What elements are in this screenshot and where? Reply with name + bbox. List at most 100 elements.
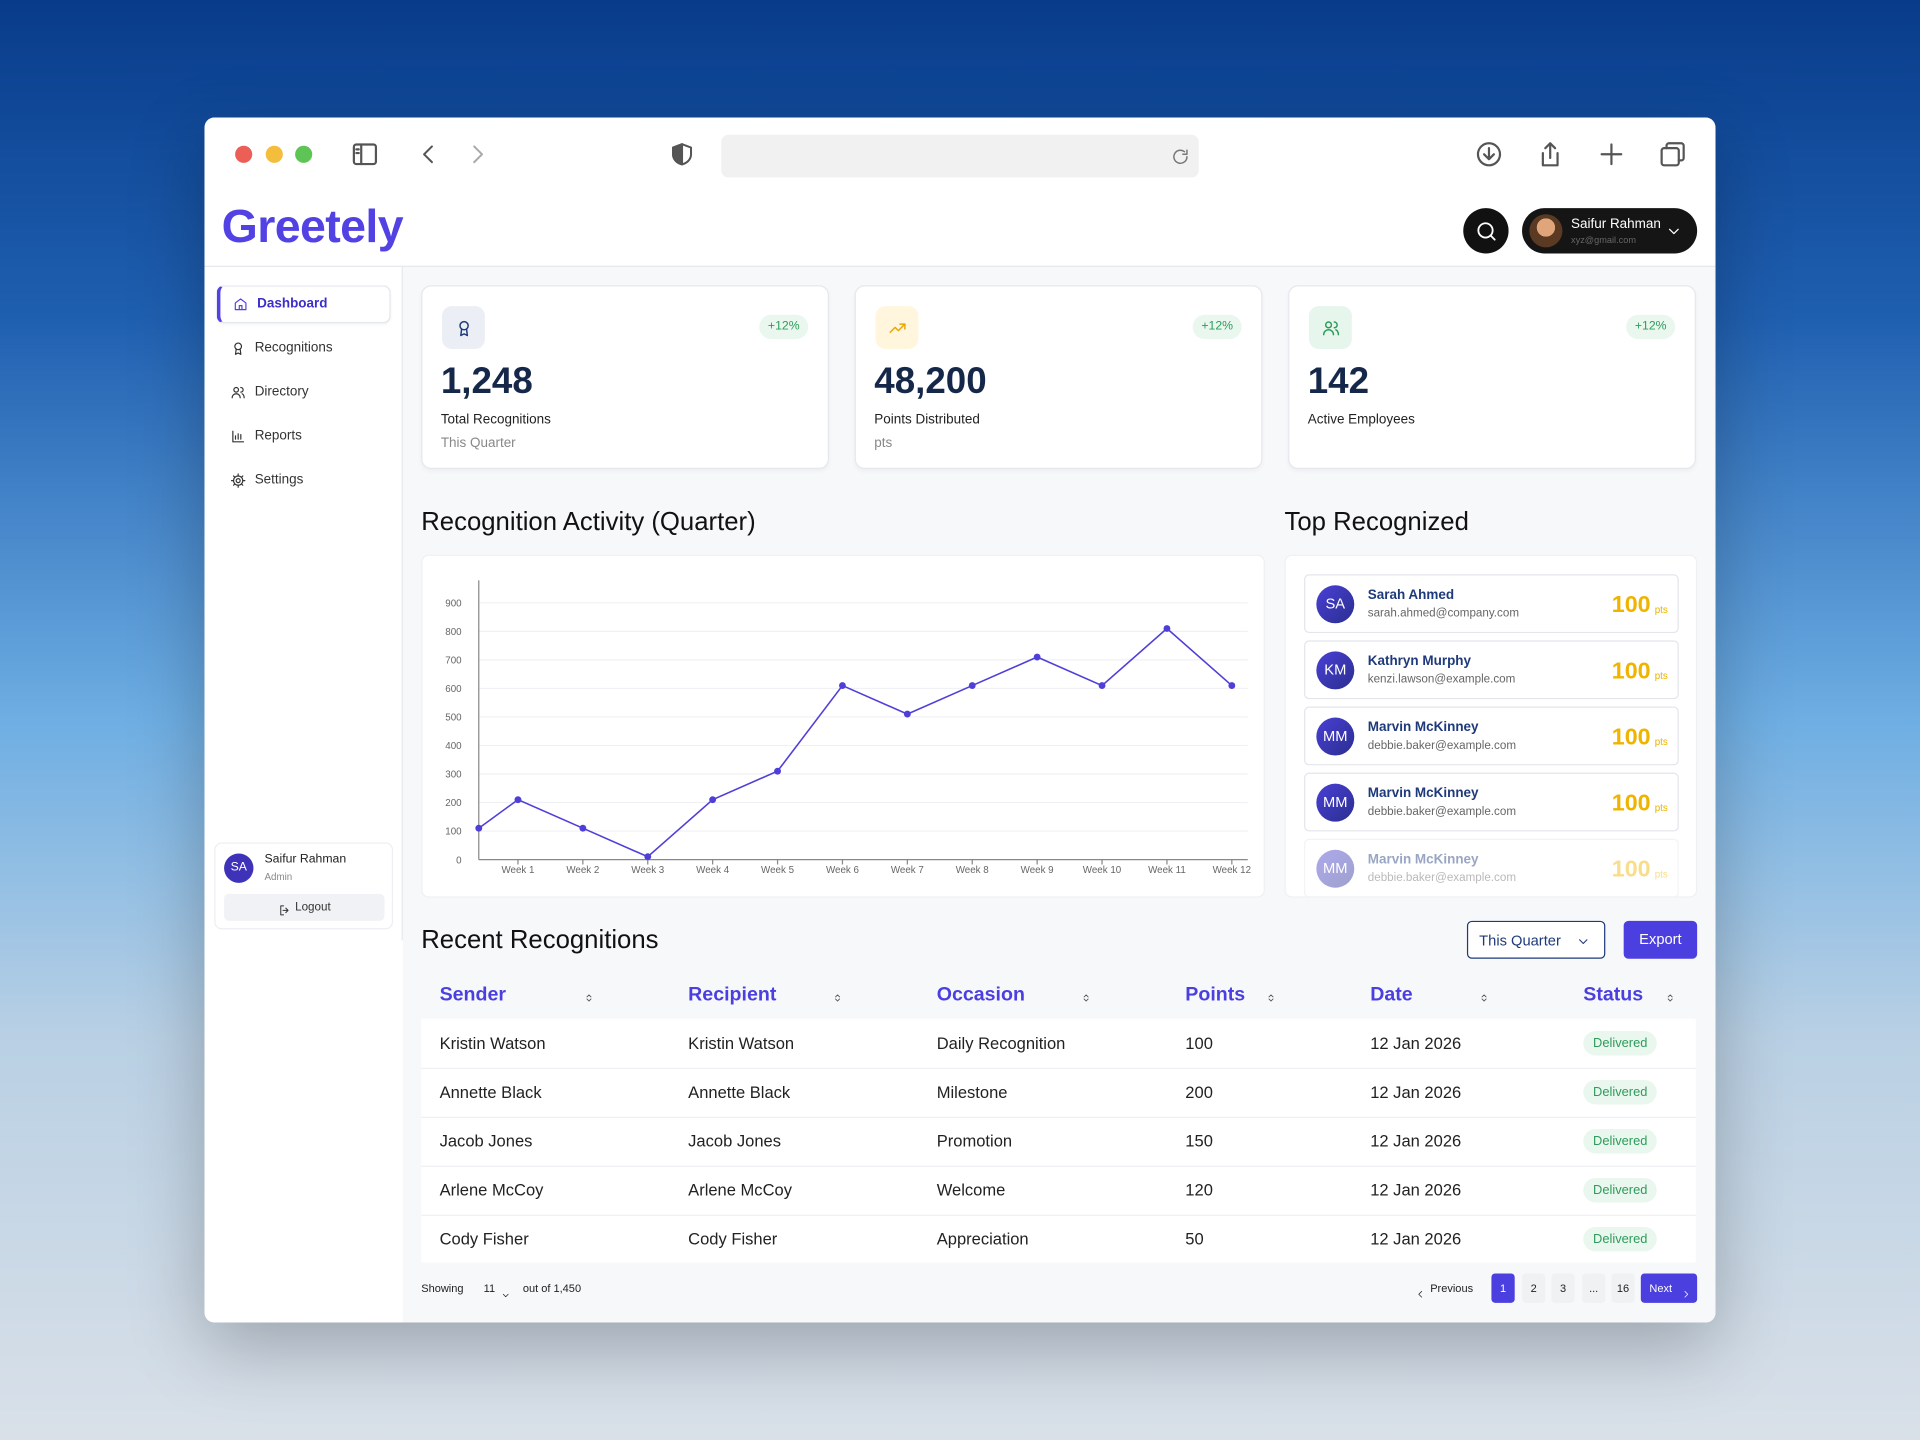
per-page[interactable]: 11 bbox=[483, 1282, 496, 1295]
icon-part bbox=[1489, 233, 1495, 240]
logout-button[interactable]: Logout bbox=[224, 893, 385, 921]
prev-button[interactable]: Previous bbox=[1430, 1282, 1474, 1295]
icon-part bbox=[1579, 939, 1588, 945]
top-card: SA Sarah Ahmed sarah.ahmed@company.com pts 1… bbox=[1284, 554, 1698, 898]
export-button[interactable]: Export bbox=[1623, 920, 1698, 959]
status-badge: Delivered bbox=[1583, 1226, 1658, 1252]
person-name: Kathryn Murphy bbox=[1367, 653, 1472, 669]
top-item[interactable]: MM Marvin McKinney debbie.baker@example.co… bbox=[1304, 706, 1679, 766]
icon-part bbox=[1476, 221, 1495, 240]
user-avatar bbox=[1529, 214, 1563, 248]
data-point bbox=[579, 824, 587, 832]
icon-part bbox=[502, 1293, 509, 1298]
icon bbox=[1080, 988, 1092, 1002]
stat-icon-box bbox=[442, 306, 485, 349]
table-cell: Appreciation bbox=[936, 1230, 1029, 1249]
page-button[interactable]: 1 bbox=[1491, 1273, 1515, 1303]
x-tick-label: Week 2 bbox=[566, 865, 599, 876]
stat-icon-box bbox=[875, 306, 919, 349]
icon-part bbox=[1322, 320, 1339, 335]
column-header[interactable]: Recipient bbox=[688, 984, 777, 1006]
row-divider bbox=[421, 1165, 1696, 1167]
nav-item[interactable]: Reports bbox=[254, 428, 302, 444]
next-button[interactable]: Next bbox=[1640, 1273, 1698, 1303]
data-point bbox=[1163, 625, 1171, 632]
icon-part bbox=[1579, 939, 1588, 945]
top-item[interactable]: SA Sarah Ahmed sarah.ahmed@company.com pts 1… bbox=[1304, 574, 1679, 634]
page-button[interactable]: 16 bbox=[1611, 1273, 1635, 1303]
page-button[interactable]: 2 bbox=[1522, 1273, 1546, 1303]
icon bbox=[464, 141, 491, 168]
nav-item[interactable]: Directory bbox=[254, 384, 309, 400]
table-cell: 12 Jan 2026 bbox=[1370, 1132, 1462, 1151]
icon-part bbox=[1481, 994, 1487, 1002]
points-value: 100 bbox=[1611, 592, 1651, 619]
table-cell: Jacob Jones bbox=[439, 1132, 533, 1151]
person-email: debbie.baker@example.com bbox=[1367, 871, 1517, 885]
stat-sub: pts bbox=[874, 435, 893, 451]
filter-dropdown[interactable]: This Quarter bbox=[1466, 920, 1606, 959]
data-point bbox=[514, 796, 522, 804]
icon-part bbox=[1660, 147, 1680, 167]
person-name: Marvin McKinney bbox=[1367, 720, 1479, 735]
icon-part bbox=[672, 143, 684, 166]
icon-part bbox=[1173, 149, 1188, 165]
icon bbox=[230, 428, 246, 444]
x-tick-label: Week 1 bbox=[501, 865, 534, 876]
top-item[interactable]: MM Marvin McKinney debbie.baker@example.co… bbox=[1304, 772, 1679, 832]
icon-part bbox=[473, 145, 484, 164]
x-tick-label: Week 6 bbox=[826, 865, 860, 876]
icon-part bbox=[230, 472, 245, 488]
top-item[interactable]: MM Marvin McKinney debbie.baker@example.co… bbox=[1304, 838, 1679, 897]
icon bbox=[1597, 140, 1626, 169]
icon-part bbox=[888, 322, 906, 333]
icon-part bbox=[458, 320, 469, 336]
logout-label: Logout bbox=[295, 900, 331, 915]
stat-card: +12% 142 Active Employees bbox=[1288, 285, 1696, 469]
column-header[interactable]: Occasion bbox=[936, 984, 1025, 1006]
icon bbox=[232, 296, 248, 312]
table-cell: Kristin Watson bbox=[439, 1034, 546, 1053]
x-tick-label: Week 11 bbox=[1148, 865, 1186, 876]
nav-item[interactable]: Recognitions bbox=[254, 340, 333, 356]
icon-part bbox=[1667, 994, 1673, 1002]
window-dot bbox=[265, 145, 283, 163]
table-cell: Cody Fisher bbox=[688, 1230, 778, 1249]
search-button[interactable] bbox=[1463, 208, 1509, 254]
table-cell: Kristin Watson bbox=[688, 1034, 795, 1053]
address-bar[interactable] bbox=[721, 134, 1199, 178]
icon bbox=[1321, 318, 1341, 338]
top-item[interactable]: KM Kathryn Murphy kenzi.lawson@example.com… bbox=[1304, 640, 1679, 700]
icon-part bbox=[1684, 1291, 1689, 1298]
icon-part bbox=[835, 994, 841, 1002]
icon bbox=[1416, 1283, 1426, 1298]
icon bbox=[887, 318, 907, 338]
icon-part bbox=[230, 386, 245, 398]
row-divider bbox=[421, 1214, 1696, 1216]
user-email: xyz@gmail.com bbox=[1571, 234, 1636, 246]
points-unit: pts bbox=[1654, 736, 1668, 748]
nav-item[interactable]: Dashboard bbox=[257, 296, 328, 312]
change-badge: +12% bbox=[1192, 314, 1242, 340]
icon bbox=[350, 140, 379, 169]
icon-part bbox=[234, 297, 246, 310]
page-button[interactable]: 3 bbox=[1551, 1273, 1575, 1303]
icon-part bbox=[234, 347, 241, 355]
icon-part bbox=[1482, 147, 1495, 161]
icon-part bbox=[458, 320, 469, 330]
column-header[interactable]: Date bbox=[1370, 984, 1413, 1006]
column-header[interactable]: Sender bbox=[439, 984, 507, 1006]
x-tick-label: Week 3 bbox=[631, 865, 665, 876]
column-header[interactable]: Status bbox=[1583, 984, 1644, 1006]
icon bbox=[1664, 988, 1676, 1002]
page-button[interactable]: ... bbox=[1582, 1273, 1606, 1303]
user-menu[interactable]: Saifur Rahman xyz@gmail.com bbox=[1522, 208, 1698, 254]
column-header[interactable]: Points bbox=[1185, 984, 1246, 1006]
filter-label: This Quarter bbox=[1479, 931, 1561, 949]
icon-part bbox=[473, 145, 484, 164]
table-cell: Annette Black bbox=[439, 1083, 542, 1102]
nav-item[interactable]: Settings bbox=[254, 472, 304, 488]
icon bbox=[501, 1284, 511, 1298]
icon-part bbox=[1660, 142, 1685, 167]
table-cell: 200 bbox=[1185, 1083, 1213, 1102]
